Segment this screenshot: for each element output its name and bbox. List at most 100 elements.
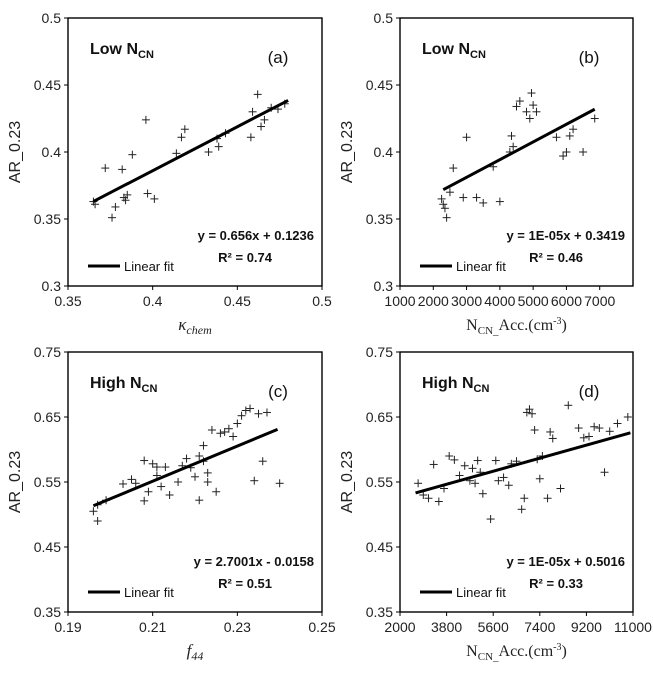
y-axis-label: AR_0.23: [339, 451, 356, 513]
data-point: [237, 411, 246, 420]
data-point: [479, 198, 488, 207]
data-point: [172, 149, 181, 158]
x-axis-label-main: N: [466, 643, 478, 660]
x-tick-label: 3000: [451, 293, 482, 309]
fit-equation: y = 2.7001x - 0.0158: [194, 554, 314, 569]
y-axis-label: AR_0.23: [339, 121, 356, 183]
data-point: [590, 422, 599, 431]
data-point: [478, 489, 487, 498]
data-point: [512, 102, 521, 111]
data-point: [254, 409, 263, 418]
x-tick-label: 0.35: [54, 293, 81, 309]
data-point: [471, 479, 480, 488]
data-point: [250, 476, 259, 485]
x-tick-label: 4000: [484, 293, 515, 309]
y-tick-label: 0.45: [366, 77, 393, 93]
data-point: [414, 479, 423, 488]
data-point: [442, 213, 451, 222]
data-point: [564, 401, 573, 410]
data-point: [119, 479, 128, 488]
data-point: [445, 188, 454, 197]
data-point: [203, 468, 212, 477]
data-point: [204, 148, 213, 156]
data-point: [546, 427, 555, 436]
data-point: [191, 472, 199, 481]
x-axis-label-rest: Acc.(cm: [499, 317, 554, 334]
data-point: [509, 142, 518, 151]
data-point: [123, 190, 132, 199]
x-tick-label: 0.23: [224, 619, 251, 635]
y-tick-label: 0.45: [34, 539, 61, 555]
x-axis-label-superscript: -3: [553, 642, 561, 653]
data-point: [579, 148, 588, 156]
y-tick-label: 0.45: [34, 77, 61, 93]
data-point: [459, 193, 468, 202]
data-point: [144, 487, 153, 496]
x-tick-label: 9200: [571, 619, 602, 635]
y-tick-label: 0.4: [42, 144, 62, 160]
data-point: [504, 481, 513, 490]
linear-fit-line: [415, 431, 631, 495]
legend-label: Linear fit: [456, 585, 506, 600]
data-point: [220, 427, 229, 436]
data-point: [525, 405, 534, 414]
fit-equation: y = 1E-05x + 0.3419: [506, 228, 625, 243]
data-point: [590, 114, 599, 123]
data-point: [574, 424, 583, 433]
y-axis-label: AR_0.23: [7, 121, 24, 183]
data-point: [246, 133, 255, 142]
fit-equation: y = 0.656x + 0.1236: [198, 228, 314, 243]
x-axis-label-main: f: [187, 641, 194, 660]
data-point: [605, 427, 614, 436]
x-tick-label: 6000: [551, 293, 582, 309]
data-point: [529, 101, 538, 110]
data-point: [623, 413, 632, 421]
x-axis-label-subscript: 44: [191, 649, 203, 663]
y-tick-label: 0.75: [366, 344, 393, 360]
y-tick-label: 0.35: [366, 211, 393, 227]
y-axis-label: AR_0.23: [7, 451, 24, 513]
x-tick-label: 0.25: [308, 619, 335, 635]
fit-r-squared: R² = 0.46: [529, 250, 583, 265]
x-axis-label-subscript: CN_: [478, 651, 499, 663]
y-tick-label: 0.75: [34, 344, 61, 360]
data-point: [161, 463, 170, 472]
x-tick-label: 1000: [384, 293, 415, 309]
y-tick-label: 0.4: [374, 144, 394, 160]
panel-title-main: High N: [90, 375, 142, 392]
data-point: [140, 456, 149, 465]
data-point: [214, 142, 223, 151]
data-point: [494, 476, 503, 485]
y-tick-label: 0.55: [366, 474, 393, 490]
x-axis-label: κchem: [178, 315, 212, 337]
data-point: [460, 461, 469, 470]
data-point: [195, 496, 204, 505]
y-tick-label: 0.5: [42, 10, 62, 26]
data-point: [472, 193, 481, 202]
data-point: [195, 452, 204, 460]
data-point: [495, 197, 504, 206]
panel-c: 0.35 0.45 0.55 0.65 0.75 0.19 0.21 0.23 0.25 AR_0…: [7, 344, 336, 663]
data-point: [520, 494, 529, 503]
panel-title-subscript: CN: [138, 49, 154, 61]
data-point: [440, 204, 449, 213]
data-point: [565, 131, 574, 140]
data-point: [434, 497, 443, 506]
x-axis-label-superscript: -3: [553, 316, 561, 327]
data-point: [257, 122, 266, 131]
x-tick-label: 0.5: [312, 293, 332, 309]
data-point: [199, 441, 208, 450]
y-tick-label: 0.3: [374, 278, 394, 294]
panel-title-subscript: CN: [474, 383, 490, 395]
data-point: [569, 125, 578, 134]
data-point: [552, 133, 561, 142]
panel-letter: (a): [268, 48, 289, 67]
x-tick-label: 0.4: [143, 293, 163, 309]
data-point: [515, 97, 524, 106]
data-point: [445, 452, 454, 460]
y-tick-label: 0.65: [34, 409, 61, 425]
x-axis-label: NCN_Acc.(cm-3): [466, 642, 567, 663]
x-tick-label: 3800: [431, 619, 462, 635]
panel-title: High NCN: [90, 375, 157, 395]
panel-title-main: Low N: [90, 41, 138, 58]
